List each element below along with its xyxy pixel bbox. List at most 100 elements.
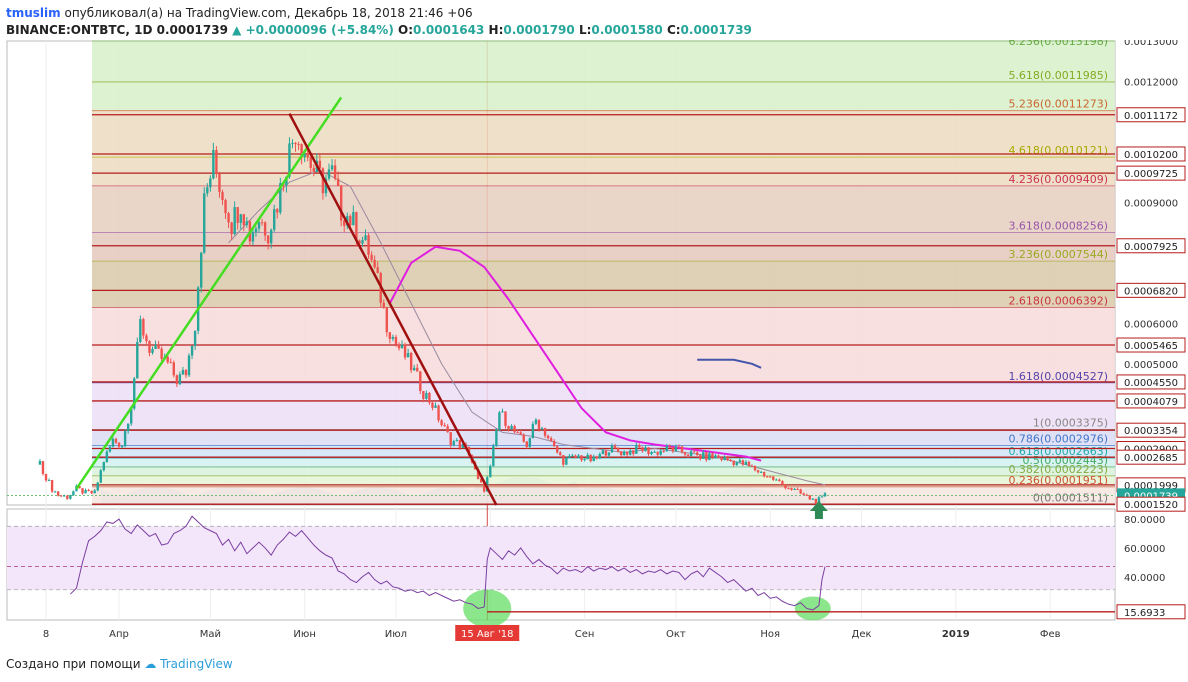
candle-body	[142, 319, 145, 336]
candle-body	[50, 480, 54, 492]
candle-body	[799, 489, 802, 494]
candle-body	[571, 455, 574, 457]
candle-body	[674, 446, 678, 452]
candle-body	[820, 496, 824, 498]
candle-body	[601, 450, 605, 455]
candle-body	[227, 213, 230, 223]
time-tick-label: 2019	[942, 629, 970, 640]
candle-body	[309, 157, 312, 168]
ma-magenta-line	[388, 245, 762, 462]
candle-body	[394, 336, 398, 345]
candle-body	[303, 154, 306, 157]
price-tick-label: 0.0005000	[1124, 360, 1178, 371]
candle-body	[750, 465, 754, 467]
candle-body	[336, 178, 340, 186]
time-tick-label: Фев	[1040, 629, 1061, 640]
candle-body	[120, 446, 124, 448]
candle-body	[528, 438, 532, 447]
candle-body	[726, 456, 729, 460]
candle-body	[714, 455, 717, 458]
candle-body	[665, 445, 668, 452]
candle-body	[181, 370, 185, 375]
candle-body	[178, 374, 182, 385]
rsi-tick-label: 40.0000	[1124, 573, 1165, 584]
price-level-badge	[1116, 238, 1186, 254]
published-text: опубликовал(а) на TradingView.com, Декаб…	[64, 6, 473, 20]
candle-body	[723, 456, 726, 461]
candle-body	[306, 154, 309, 158]
candle-body	[747, 461, 751, 466]
price-level-badge	[1116, 374, 1186, 390]
price-level-label: 0.0001520	[1124, 500, 1178, 511]
candle-body	[367, 235, 370, 255]
candle-body	[479, 478, 483, 483]
candle-body	[692, 451, 696, 453]
candle-body	[699, 454, 702, 459]
candle-body	[449, 432, 452, 446]
change-up-icon: ▲	[232, 23, 242, 37]
candle-body	[269, 229, 273, 244]
candle-body	[388, 332, 392, 339]
candle-body	[297, 144, 300, 146]
rsi-tick-label: 80.0000	[1124, 515, 1165, 526]
candle-body	[589, 454, 592, 462]
candle-body	[814, 498, 818, 504]
candle-body	[343, 220, 346, 226]
close-value: 0.0001739	[680, 23, 752, 37]
candle-body	[808, 495, 811, 500]
candle-body	[708, 453, 711, 460]
candle-body	[647, 447, 650, 455]
candle-body	[489, 466, 492, 478]
candle-body	[245, 221, 249, 226]
candle-body	[717, 455, 720, 458]
time-tick-label: Ноя	[760, 629, 780, 640]
candle-body	[759, 471, 763, 473]
candle-body	[352, 212, 355, 226]
candle-body	[586, 454, 589, 460]
candle-body	[114, 438, 118, 443]
tradingview-link[interactable]: TradingView	[160, 657, 233, 671]
candle-body	[382, 302, 385, 308]
candle-body	[291, 142, 294, 144]
candle-body	[762, 471, 766, 477]
candle-body	[735, 462, 738, 465]
candle-body	[236, 207, 239, 223]
low-value: 0.0001580	[591, 23, 663, 37]
candle-body	[741, 460, 745, 465]
candle-body	[702, 452, 705, 459]
candle-body	[209, 178, 212, 188]
candle-body	[139, 319, 142, 342]
candle-body	[263, 222, 267, 236]
candle-body	[501, 411, 504, 413]
candle-body	[492, 445, 495, 467]
candle-body	[221, 191, 224, 200]
red-trendline	[288, 113, 498, 506]
candle-body	[72, 491, 75, 496]
candle-body	[689, 451, 693, 456]
candle-body	[765, 476, 769, 478]
candle-body	[504, 411, 507, 426]
candle-body	[239, 214, 242, 223]
candle-body	[738, 460, 742, 463]
fib-label: 0.382(0.0002223)	[1008, 463, 1108, 476]
fib-label: 5.618(0.0011985)	[1008, 69, 1108, 82]
candle-body	[659, 450, 662, 455]
candle-body	[802, 493, 805, 495]
candle-body	[203, 193, 206, 253]
candle-body	[574, 455, 577, 458]
candle-body	[656, 451, 659, 455]
fib-label: 0(0.0001511)	[1033, 492, 1108, 505]
candle-body	[680, 446, 684, 453]
author-name[interactable]: tmuslim	[6, 6, 61, 20]
candle-body	[385, 307, 389, 333]
rsi-line	[70, 515, 826, 611]
candle-body	[522, 434, 525, 442]
price-level-badge	[1116, 449, 1186, 465]
candle-body	[327, 169, 331, 179]
price-chart[interactable]: 6.236(0.0013198) 5.618(0.0011985) 5.236(0.…	[0, 40, 1188, 650]
candle-body	[403, 344, 407, 358]
candle-body	[154, 344, 157, 350]
time-tick-label: Июн	[293, 629, 315, 640]
rsi-current-badge	[1116, 604, 1186, 620]
candle-body	[105, 451, 109, 463]
